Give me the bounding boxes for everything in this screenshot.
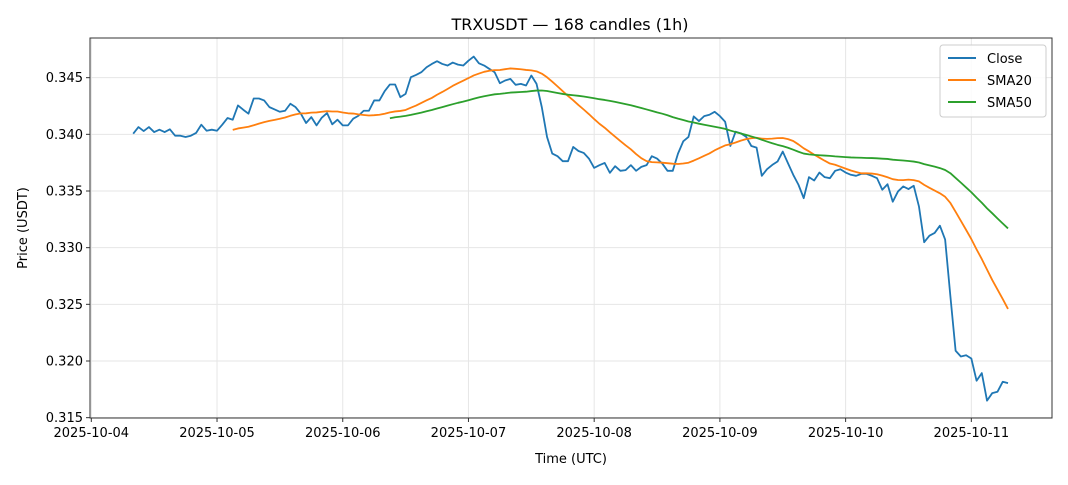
x-tick-label: 2025-10-05	[179, 426, 255, 441]
x-tick-label: 2025-10-10	[808, 426, 884, 441]
y-tick-label: 0.345	[46, 71, 83, 86]
grid	[90, 38, 1052, 419]
y-tick-label: 0.335	[46, 184, 83, 199]
series-lines	[132, 55, 1009, 402]
y-tick-label: 0.320	[46, 354, 83, 369]
x-tick-label: 2025-10-11	[934, 426, 1010, 441]
series-line-sma50	[389, 89, 1009, 230]
y-tick-label: 0.325	[46, 298, 83, 313]
x-tick-label: 2025-10-07	[431, 426, 507, 441]
legend-label-sma50: SMA50	[987, 96, 1032, 111]
x-tick-label: 2025-10-06	[305, 426, 381, 441]
series-line-sma20	[232, 67, 1009, 310]
legend-box	[939, 44, 1047, 118]
y-tick-label: 0.330	[46, 241, 83, 256]
legend-label-close: Close	[987, 52, 1022, 67]
x-tick-label: 2025-10-04	[54, 426, 130, 441]
x-tick-label: 2025-10-08	[556, 426, 632, 441]
legend: Close SMA20 SMA50	[939, 44, 1047, 118]
chart-title: TRXUSDT — 168 candles (1h)	[450, 15, 688, 34]
y-tick-label: 0.340	[46, 128, 83, 143]
y-axis-label: Price (USDT)	[16, 187, 31, 269]
series-line-close	[132, 55, 1009, 402]
x-axis-ticks: 2025-10-04 2025-10-05 2025-10-06 2025-10-07…	[54, 418, 1010, 441]
y-axis-ticks: 0.315 0.320 0.325 0.330 0.335 0.340 0.345	[46, 71, 90, 426]
legend-label-sma20: SMA20	[987, 74, 1032, 89]
x-tick-label: 2025-10-09	[682, 426, 758, 441]
y-tick-label: 0.315	[46, 411, 83, 426]
plot-frame	[89, 37, 1053, 419]
x-axis-label: Time (UTC)	[534, 452, 607, 467]
